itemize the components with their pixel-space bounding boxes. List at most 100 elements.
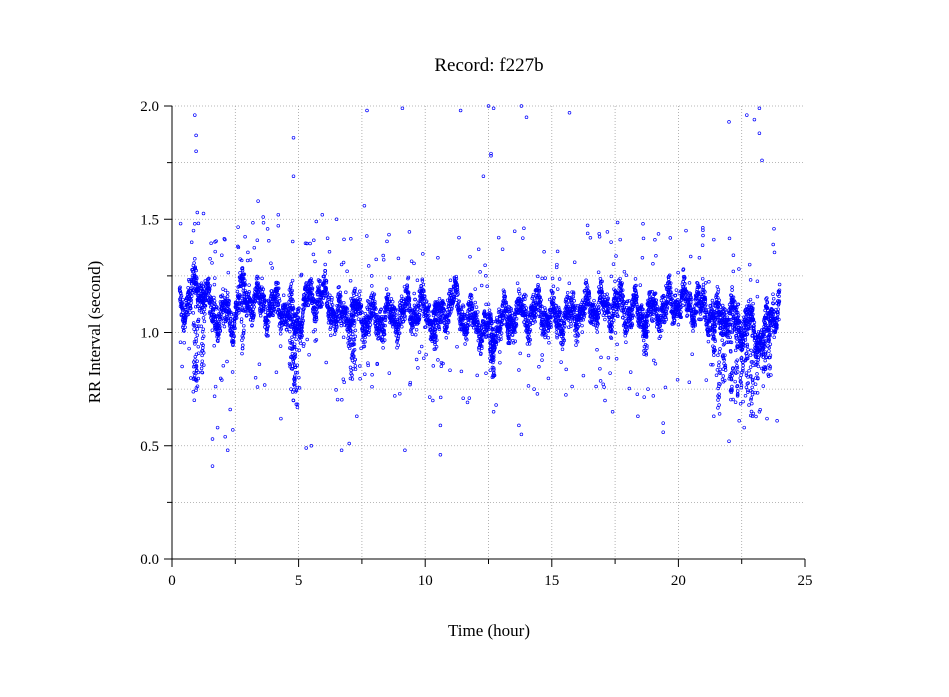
data-point	[248, 317, 253, 322]
data-point	[216, 339, 220, 343]
data-point	[358, 297, 362, 302]
data-point	[211, 318, 215, 322]
data-point	[310, 286, 315, 290]
data-point	[265, 330, 269, 334]
grid-lines	[172, 105, 805, 559]
data-point	[356, 311, 361, 316]
data-point	[368, 323, 373, 327]
data-point	[342, 300, 346, 305]
data-point	[271, 313, 275, 318]
data-point	[184, 309, 189, 314]
data-point	[300, 333, 304, 338]
data-point	[229, 316, 233, 321]
data-point	[238, 293, 242, 297]
data-point	[317, 285, 321, 290]
data-point	[310, 293, 315, 297]
data-point	[348, 328, 353, 332]
data-point	[264, 316, 268, 320]
data-point	[223, 288, 228, 293]
data-point	[193, 265, 197, 269]
data-point	[225, 299, 230, 303]
data-point	[214, 307, 218, 311]
data-point	[212, 295, 216, 300]
data-point	[212, 299, 217, 303]
data-point	[216, 336, 221, 340]
data-point	[363, 312, 368, 316]
data-point	[341, 335, 346, 340]
data-point	[319, 305, 323, 309]
data-point	[353, 286, 357, 291]
data-point	[342, 319, 346, 324]
data-point	[358, 289, 362, 294]
data-point	[287, 308, 291, 312]
data-point	[203, 304, 208, 308]
data-point	[213, 302, 217, 307]
data-point	[362, 344, 367, 349]
data-point	[222, 324, 227, 329]
data-point	[325, 291, 330, 296]
data-point	[278, 332, 283, 336]
data-point	[347, 340, 352, 345]
data-point	[276, 293, 280, 297]
data-point	[243, 278, 247, 283]
data-point	[225, 317, 229, 321]
data-point	[209, 303, 214, 307]
data-point	[347, 346, 352, 351]
data-point	[289, 306, 294, 311]
data-point	[314, 313, 318, 318]
data-point	[359, 304, 364, 309]
data-point	[206, 281, 210, 285]
data-point	[180, 301, 184, 306]
data-point	[220, 293, 225, 298]
data-point	[320, 302, 325, 306]
data-point	[181, 325, 185, 329]
data-point	[276, 286, 281, 291]
data-point	[321, 296, 326, 300]
data-point	[218, 324, 222, 329]
data-point	[289, 299, 294, 303]
data-point	[210, 328, 215, 332]
data-point	[241, 286, 246, 290]
data-point	[194, 281, 199, 285]
data-point	[357, 293, 362, 297]
data-point	[315, 305, 320, 309]
data-point	[300, 329, 304, 333]
data-point	[192, 272, 197, 276]
data-point	[360, 310, 364, 315]
data-point	[208, 305, 213, 309]
data-point	[256, 276, 260, 280]
data-point	[225, 318, 229, 323]
data-point	[314, 307, 319, 311]
data-point	[299, 341, 303, 346]
data-point	[299, 335, 304, 340]
data-point	[258, 313, 263, 318]
data-point	[301, 311, 305, 316]
data-point	[277, 299, 282, 303]
data-point	[328, 327, 332, 331]
data-point	[328, 325, 333, 330]
data-point	[232, 334, 236, 339]
data-point	[243, 282, 247, 286]
data-point	[218, 300, 223, 304]
data-point	[290, 288, 294, 293]
data-point	[315, 310, 319, 314]
data-point	[237, 294, 242, 299]
data-point	[310, 280, 314, 285]
data-point	[314, 317, 319, 322]
data-point	[361, 318, 365, 323]
data-point	[309, 282, 313, 287]
data-point	[313, 327, 317, 332]
data-point	[178, 285, 182, 289]
data-point	[221, 321, 226, 326]
data-point	[192, 261, 196, 265]
data-point	[325, 304, 330, 309]
data-point	[309, 277, 313, 281]
data-point	[207, 289, 212, 293]
data-point	[260, 276, 264, 281]
data-point	[336, 317, 340, 322]
data-point	[183, 325, 187, 329]
data-point	[324, 280, 329, 285]
data-point	[225, 294, 230, 299]
data-point	[247, 283, 251, 287]
